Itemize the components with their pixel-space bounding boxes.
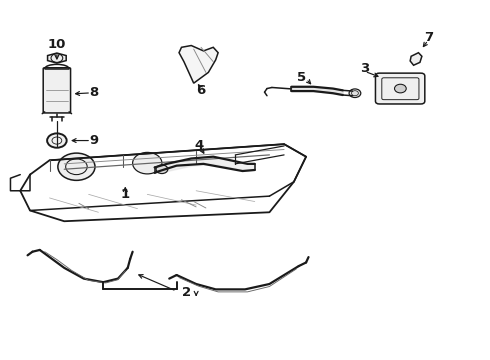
Circle shape	[58, 153, 95, 180]
Polygon shape	[410, 53, 422, 65]
Circle shape	[156, 165, 168, 174]
Text: 1: 1	[121, 188, 130, 201]
Circle shape	[349, 89, 361, 98]
Text: 4: 4	[194, 139, 203, 152]
Circle shape	[394, 84, 406, 93]
Text: 7: 7	[424, 31, 433, 44]
Text: 9: 9	[89, 134, 98, 147]
Text: 5: 5	[296, 71, 306, 84]
Text: 6: 6	[196, 84, 206, 97]
Polygon shape	[179, 45, 218, 83]
FancyBboxPatch shape	[43, 68, 71, 113]
Text: 2: 2	[182, 287, 191, 300]
Text: 10: 10	[48, 38, 66, 51]
FancyBboxPatch shape	[375, 73, 425, 104]
Polygon shape	[48, 53, 66, 63]
Text: 3: 3	[360, 62, 369, 75]
Circle shape	[47, 134, 67, 148]
Circle shape	[133, 152, 162, 174]
Text: 8: 8	[89, 86, 98, 99]
